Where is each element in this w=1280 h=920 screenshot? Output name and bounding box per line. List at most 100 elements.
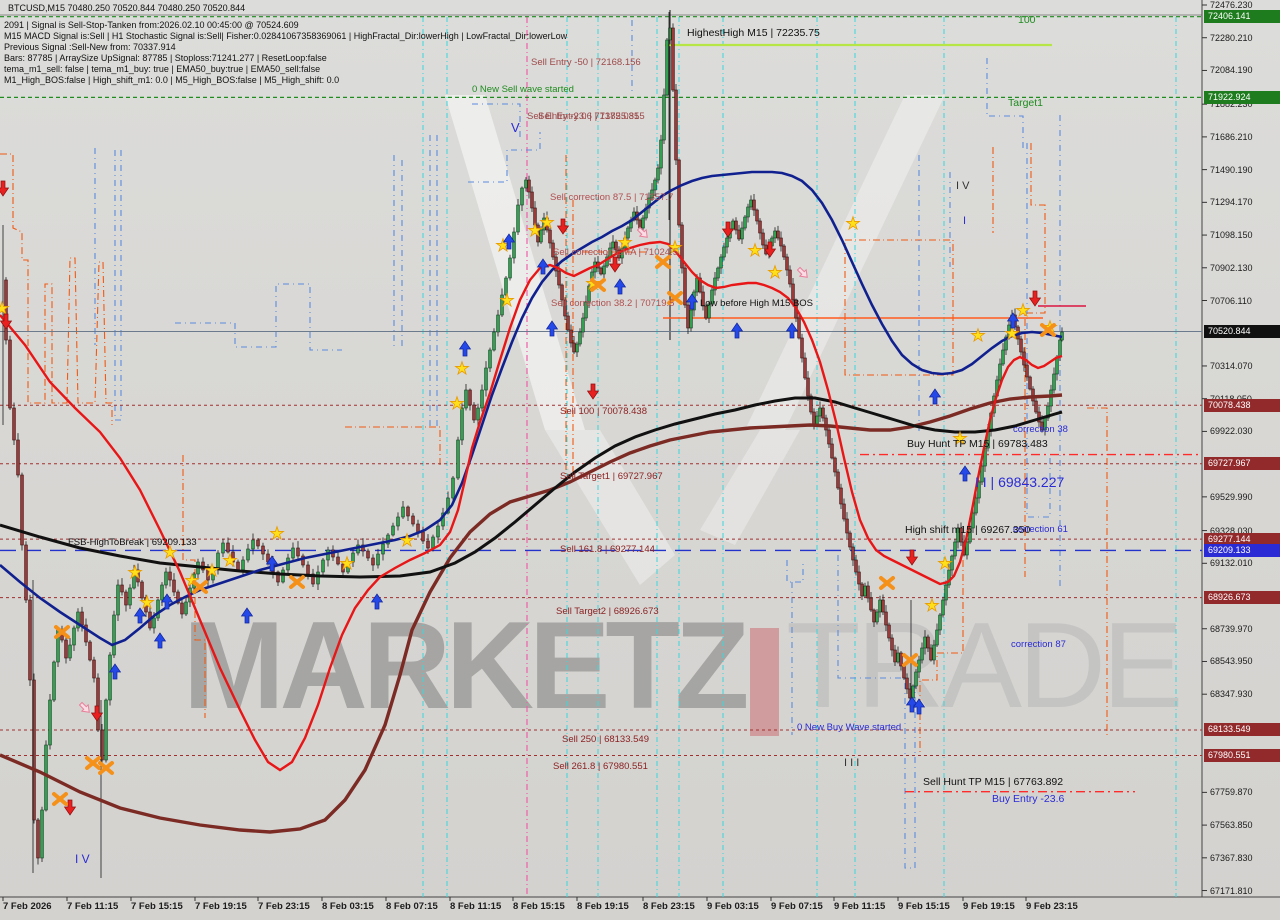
star-icon: ★ (499, 291, 514, 311)
candlestick-bull (878, 599, 882, 613)
candlestick-bull (246, 548, 250, 561)
fractal-channel-blue (986, 58, 1024, 152)
candlestick-bull (935, 629, 939, 646)
buy-arrow-icon (730, 322, 744, 339)
exit-cross-icon (1040, 323, 1056, 337)
candlestick-bear (1040, 421, 1044, 431)
candlestick-bull (974, 497, 978, 514)
candlestick-bull (920, 647, 924, 661)
candlestick-bull (722, 246, 726, 258)
buy-arrow-icon (536, 258, 550, 275)
candlestick-bull (512, 231, 516, 259)
candlestick-bull (968, 527, 972, 543)
star-icon: ★ (845, 214, 860, 234)
candlestick-bull (351, 552, 355, 563)
candlestick-bull (932, 644, 936, 661)
candlestick-bull (578, 331, 582, 345)
candlestick-bear (638, 219, 642, 229)
candlestick-bear (336, 556, 340, 565)
candlestick-bear (704, 305, 708, 319)
candlestick-bear (136, 569, 140, 583)
candlestick-bull (938, 614, 942, 631)
candlestick-bear (758, 220, 762, 234)
exit-cross-icon (902, 653, 918, 667)
candlestick-bull (746, 206, 750, 218)
star-icon: ★ (527, 221, 542, 241)
exit-cross-icon (590, 278, 606, 292)
candlestick-bull (977, 481, 981, 499)
candlestick-bear (857, 571, 861, 585)
star-icon: ★ (952, 429, 967, 449)
candlestick-bear (28, 599, 32, 681)
candlestick-bull (773, 230, 777, 239)
candlestick-bull (520, 187, 524, 206)
sell-arrow-icon (586, 383, 600, 400)
candlestick-bear (824, 417, 828, 431)
candlestick-bull (488, 349, 492, 369)
candlestick-bear (881, 599, 885, 613)
candlestick-bear (779, 237, 783, 247)
candlestick-bear (803, 357, 807, 379)
candlestick-bear (848, 532, 852, 548)
candlestick-bear (698, 277, 702, 293)
ma-navy (0, 170, 1063, 647)
fractal-channel-orange (0, 153, 113, 425)
candlestick-bull (391, 525, 395, 536)
candlestick-bull (76, 611, 80, 629)
fractal-channel-blue (114, 150, 122, 421)
sell-arrow-icon (63, 799, 77, 816)
candlestick-bull (40, 809, 44, 859)
candlestick-bull (316, 571, 320, 585)
candlestick-bull (650, 189, 654, 199)
candlestick-bear (884, 611, 888, 626)
candlestick-bear (800, 337, 804, 359)
candlestick-bull (381, 543, 385, 555)
hunt-arrow-icon (636, 226, 648, 238)
star-icon: ★ (0, 299, 10, 319)
candlestick-bull (815, 415, 819, 425)
candlestick-bull (460, 407, 464, 441)
candlestick-bull (464, 389, 468, 409)
candlestick-bear (12, 407, 16, 441)
candlestick-bear (776, 230, 780, 239)
buy-arrow-icon (153, 632, 167, 649)
candlestick-bear (88, 641, 92, 661)
ma-black (0, 396, 1063, 579)
watermark-bar (750, 628, 779, 736)
candlestick-bear (854, 559, 858, 573)
exit-cross-icon (54, 625, 70, 639)
candlestick-bear (468, 389, 472, 406)
candlestick-bear (899, 652, 903, 667)
candlestick-bear (120, 584, 124, 593)
fractal-channel-orange (1024, 143, 1046, 577)
candlestick-bear (1034, 400, 1038, 413)
candlestick-bull (446, 497, 450, 514)
candlestick-bear (426, 540, 430, 549)
buy-arrow-icon (108, 663, 122, 680)
fractal-channel-orange (1087, 407, 1108, 735)
star-icon: ★ (162, 543, 177, 563)
fractal-channel-orange (844, 239, 954, 376)
candlestick-bull (1055, 356, 1059, 375)
candlestick-bear (560, 284, 564, 301)
candlestick-bear (296, 547, 300, 557)
candlestick-bear (563, 299, 567, 317)
candlestick-bear (231, 551, 235, 563)
candlestick-bull (516, 204, 520, 233)
candlestick-bull (1046, 405, 1050, 419)
exit-cross-icon (85, 756, 101, 770)
candlestick-bear (782, 245, 786, 258)
candlestick-bear (206, 569, 210, 581)
buy-arrow-icon (160, 593, 174, 610)
candlestick-bear (144, 597, 148, 613)
candlestick-bull (68, 644, 72, 659)
candlestick-bear (406, 506, 410, 517)
star-icon: ★ (139, 593, 154, 613)
candlestick-bear (64, 639, 68, 659)
candlestick-bull (863, 585, 867, 597)
candlestick-bull (524, 179, 528, 189)
exit-cross-icon (667, 291, 683, 305)
buy-arrow-icon (240, 607, 254, 624)
